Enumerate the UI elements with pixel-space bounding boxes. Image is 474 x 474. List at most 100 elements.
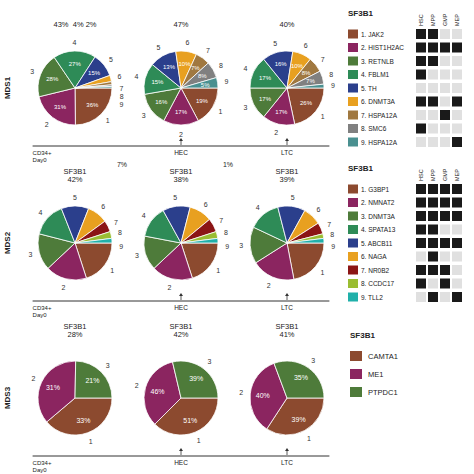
grid-cell bbox=[428, 252, 438, 262]
pie-slice bbox=[287, 234, 324, 243]
grid-cell bbox=[452, 56, 462, 66]
pie-title: 47% bbox=[173, 20, 188, 29]
timeline-label-line: CD34+ bbox=[33, 150, 52, 156]
pie: 123456789SF3B142%7% bbox=[28, 161, 127, 291]
pie-slice bbox=[75, 88, 112, 125]
data-label: 10% bbox=[178, 61, 191, 67]
grid-cell bbox=[416, 198, 426, 208]
grid-cell bbox=[416, 137, 426, 147]
grid-cell bbox=[452, 238, 462, 248]
legend-entry: 9. HSPA12A bbox=[361, 139, 398, 146]
timeline-label: LTC bbox=[281, 459, 293, 466]
slice-label: 9 bbox=[331, 243, 335, 250]
grid-cell bbox=[440, 70, 450, 80]
pie-row: MDS333%31%21%123SF3B128%51%46%39%123SF3B… bbox=[3, 322, 329, 473]
timeline-label: CD34+Day0 bbox=[33, 460, 52, 473]
slice-label: 3 bbox=[30, 68, 34, 75]
grid-cell bbox=[452, 70, 462, 80]
slice-label: 3 bbox=[106, 362, 110, 369]
grid-cell bbox=[416, 70, 426, 80]
slice-label: 4 bbox=[244, 65, 248, 72]
data-label: 26% bbox=[300, 100, 313, 106]
legend-entry: 1. G3BP1 bbox=[361, 186, 390, 193]
slice-label: 1 bbox=[218, 108, 222, 115]
timeline-label-line: HEC bbox=[174, 304, 188, 311]
timeline-label: HEC bbox=[174, 149, 188, 156]
slice-label: 3 bbox=[28, 251, 32, 258]
slice-label: 3 bbox=[208, 358, 212, 365]
row-label: MDS3 bbox=[3, 386, 12, 409]
pie-title: 43% 4% 2% bbox=[54, 20, 97, 29]
grid-cell bbox=[452, 184, 462, 194]
pie-title-line: 41% bbox=[279, 330, 294, 339]
grid-cell bbox=[416, 225, 426, 235]
timeline: CD34+Day0HECLTC bbox=[33, 448, 330, 473]
data-label: 51% bbox=[183, 417, 197, 424]
slice-label: 4 bbox=[39, 209, 43, 216]
grid-cell bbox=[416, 238, 426, 248]
slice-label: 9 bbox=[225, 243, 229, 250]
data-label: 33% bbox=[76, 417, 90, 424]
annotation: 1% bbox=[223, 161, 233, 168]
legend-swatch bbox=[350, 387, 362, 397]
legend-swatch bbox=[348, 30, 358, 39]
legend-swatch bbox=[348, 293, 358, 302]
timeline-line bbox=[33, 301, 330, 302]
slice-label: 3 bbox=[311, 357, 315, 364]
data-label: 46% bbox=[151, 388, 165, 395]
slice-label: 5 bbox=[109, 56, 113, 63]
slice-label: 6 bbox=[304, 42, 308, 49]
slice-label: 8 bbox=[330, 231, 334, 238]
data-label: 28% bbox=[46, 76, 59, 82]
pie-title: SF3B141% bbox=[276, 322, 299, 339]
data-label: 10% bbox=[291, 63, 304, 69]
pie-title: 40% bbox=[279, 20, 294, 29]
chart-container: MDS136%31%28%27%15%12345678943% 4% 2%19%… bbox=[0, 0, 474, 474]
grid-header: GMP bbox=[442, 13, 448, 26]
slice-label: 7 bbox=[321, 56, 325, 63]
pie-title-line: 47% bbox=[173, 20, 188, 29]
slice-label: 9 bbox=[331, 82, 335, 89]
pie-row: MDS136%31%28%27%15%12345678943% 4% 2%19%… bbox=[3, 20, 335, 163]
pie-slice bbox=[250, 88, 287, 117]
slice-label: 1 bbox=[197, 437, 201, 444]
pie-title: SF3B142% bbox=[170, 322, 193, 339]
grid-cell bbox=[416, 43, 426, 53]
grid-cell bbox=[440, 279, 450, 289]
grid-cell bbox=[440, 29, 450, 39]
data-label: 19% bbox=[196, 98, 209, 104]
data-label: 15% bbox=[88, 70, 101, 76]
grid-cell bbox=[440, 265, 450, 275]
data-label: 39% bbox=[189, 375, 203, 382]
grid-cell bbox=[428, 83, 438, 93]
slice-label: 3 bbox=[135, 252, 139, 259]
grid-cell bbox=[428, 137, 438, 147]
grid-cell bbox=[416, 29, 426, 39]
grid-cell bbox=[428, 198, 438, 208]
slice-label: 6 bbox=[317, 206, 321, 213]
pie-title: SF3B142% bbox=[64, 167, 87, 184]
grid-cell bbox=[428, 43, 438, 53]
grid-cell bbox=[452, 211, 462, 221]
grid-header: GMP bbox=[442, 168, 448, 181]
legend-entry: 2. NMNAT2 bbox=[361, 199, 395, 206]
slice-label: 4 bbox=[73, 39, 77, 46]
grid-cell bbox=[452, 83, 462, 93]
slice-label: 9 bbox=[119, 243, 123, 250]
data-label: 15% bbox=[151, 79, 164, 85]
legend-grid: SF3B1HSCMPPGMPMEP1. G3BP12. NMNAT23. DNM… bbox=[348, 164, 462, 302]
slice-label: 4 bbox=[142, 212, 146, 219]
grid-cell bbox=[440, 97, 450, 107]
slice-label: 5 bbox=[273, 40, 277, 47]
pie: 33%31%21%123SF3B128% bbox=[31, 322, 112, 445]
grid-cell bbox=[452, 279, 462, 289]
slice-label: 6 bbox=[186, 39, 190, 46]
grid-cell bbox=[428, 292, 438, 302]
slice-label: 8 bbox=[224, 229, 228, 236]
pie-slice bbox=[75, 85, 112, 88]
grid-cell bbox=[440, 211, 450, 221]
timeline: CD34+Day0HECLTC bbox=[33, 293, 330, 318]
legend-swatch bbox=[348, 124, 358, 133]
data-label: 8% bbox=[302, 70, 311, 76]
grid-cell bbox=[440, 198, 450, 208]
